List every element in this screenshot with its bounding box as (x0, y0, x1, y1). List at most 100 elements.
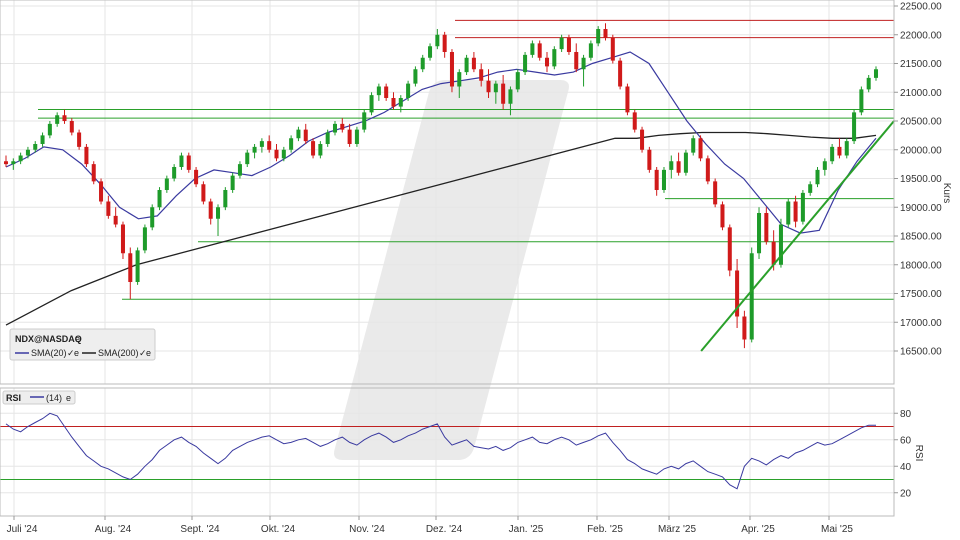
candle-body (99, 181, 104, 202)
price-tick-label: 19000.00 (900, 203, 942, 214)
candle-body (822, 161, 827, 170)
candle-body (742, 316, 747, 340)
candle-body (705, 158, 710, 182)
rsi-path (5, 412, 876, 490)
price-tick-label: 16500.00 (900, 347, 942, 358)
candle-body (640, 129, 645, 150)
candle-body (757, 213, 762, 254)
sma200-line (5, 131, 877, 326)
rsi-settings-icon[interactable]: e (66, 393, 71, 403)
time-tick-label: Juli '24 (7, 524, 38, 535)
candle-body (376, 86, 381, 96)
candle-body (866, 77, 871, 90)
candle-body (274, 149, 279, 159)
candle-body (632, 112, 637, 130)
price-legend[interactable]: NDX@NASDAQ e SMA(20) ✓ e SMA(200) ✓ e (9, 328, 156, 361)
candle-body (603, 29, 608, 38)
candle-body (771, 241, 776, 265)
candle-body (493, 83, 498, 93)
candle-body (479, 69, 484, 81)
candle-body (208, 201, 213, 219)
candle-body (837, 146, 842, 156)
candle-body (720, 204, 725, 228)
symbol-settings-icon[interactable]: e (75, 334, 80, 344)
candle-body (47, 123, 52, 136)
rsi-axis: 20 40 60 80 (894, 409, 912, 499)
candle-body (398, 98, 403, 107)
candle-body (574, 52, 579, 70)
candle-body (566, 37, 571, 52)
candle-body (859, 89, 864, 113)
time-tick-label: Dez. '24 (426, 524, 463, 535)
candle-body (618, 60, 623, 87)
sma20-legend-label: SMA(20) (31, 348, 67, 358)
candle-body (800, 192, 805, 222)
candle-body (435, 34, 440, 47)
sma200-check-icon[interactable]: ✓ (139, 348, 147, 358)
candle-body (69, 121, 74, 133)
candle-body (815, 169, 820, 185)
candle-body (471, 57, 476, 70)
candle-body (318, 144, 323, 156)
price-tick-label: 17000.00 (900, 318, 942, 329)
candle-body (186, 155, 191, 170)
candle-body (303, 129, 308, 142)
candle-body (537, 43, 542, 58)
candle-body (544, 57, 550, 67)
candle-body (713, 181, 718, 205)
price-tick-label: 22500.00 (900, 2, 942, 13)
price-tick-label: 18500.00 (900, 232, 942, 243)
price-grid (0, 0, 894, 384)
rsi-line (5, 412, 876, 490)
candle-body (18, 155, 23, 162)
candle-body (464, 57, 469, 73)
rsi-legend-title: RSI (6, 393, 21, 403)
candle-body (808, 184, 813, 193)
sma200-settings-icon[interactable]: e (146, 348, 151, 358)
sma20-check-icon[interactable]: ✓ (67, 348, 75, 358)
candle-body (530, 43, 535, 55)
candle-body (259, 141, 264, 147)
candle-body (296, 129, 301, 139)
candle-body (501, 83, 506, 104)
price-axis: 16500.00 17000.00 17500.00 18000.00 18500.00… (894, 2, 942, 358)
rsi-tick-label: 40 (900, 462, 912, 473)
sma20-settings-icon[interactable]: e (74, 348, 79, 358)
candle-body (515, 72, 520, 90)
watermark-logo (334, 80, 569, 460)
candle-body (457, 72, 462, 87)
candle-body (362, 112, 367, 130)
candle-body (164, 178, 169, 190)
rsi-tick-label: 80 (900, 409, 912, 420)
sma200-path (5, 131, 877, 326)
candlesticks (3, 23, 879, 349)
price-tick-label: 19500.00 (900, 174, 942, 185)
candle-body (120, 224, 125, 254)
price-axis-label: Kurs (941, 183, 952, 204)
candle-body (332, 123, 338, 133)
sma200-legend-label: SMA(200) (98, 348, 139, 358)
candle-body (391, 98, 396, 107)
candle-body (449, 52, 454, 87)
candle-body (830, 146, 835, 162)
candle-body (347, 129, 352, 144)
candle-body (559, 37, 564, 50)
time-tick-label: Aug. '24 (95, 524, 132, 535)
candle-body (62, 115, 67, 121)
price-tick-label: 21000.00 (900, 88, 942, 99)
candle-body (237, 164, 242, 176)
candle-body (442, 34, 447, 52)
candle-body (852, 112, 857, 142)
candle-body (150, 207, 155, 228)
trendline (700, 120, 895, 352)
candle-body (786, 201, 791, 225)
price-tick-label: 17500.00 (900, 289, 942, 300)
candle-body (311, 141, 316, 156)
time-tick-label: Okt. '24 (261, 524, 296, 535)
candle-body (135, 250, 140, 282)
candle-body (128, 253, 133, 282)
candle-body (647, 149, 652, 170)
rsi-legend[interactable]: RSI (14) e (2, 390, 76, 405)
rsi-levels (0, 426, 894, 480)
